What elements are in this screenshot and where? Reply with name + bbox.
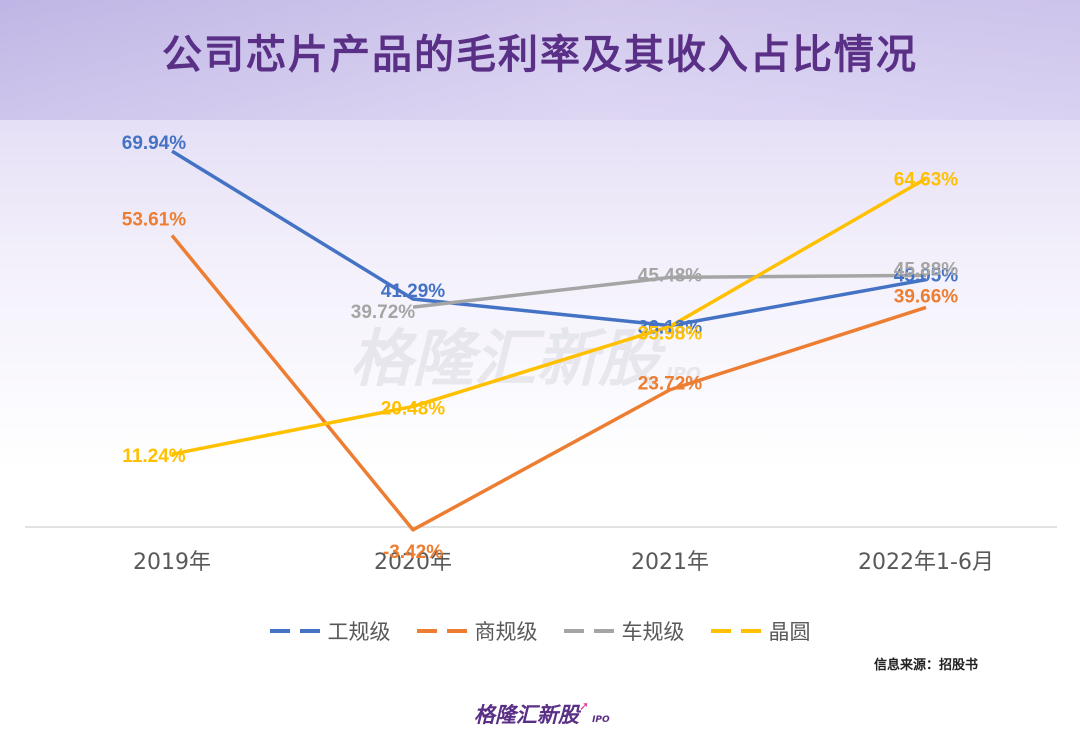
legend-swatch xyxy=(563,629,616,633)
data-label: 45.05% xyxy=(894,266,959,287)
x-tick-label: 2019年 xyxy=(133,550,211,575)
x-tick-label: 2020年 xyxy=(374,550,452,575)
legend-label: 车规级 xyxy=(621,620,685,644)
x-tick-label: 2022年1-6月 xyxy=(858,550,994,575)
data-label: 20.48% xyxy=(381,398,446,419)
legend-item: 工规级 xyxy=(269,616,391,646)
header-band xyxy=(0,0,1080,120)
legend-label: 商规级 xyxy=(474,620,538,644)
legend-item: 商规级 xyxy=(416,616,538,646)
legend-swatch xyxy=(416,629,469,633)
logo-ipo: IPO xyxy=(592,715,610,725)
logo-text: 格隆汇新股 xyxy=(474,703,579,727)
series-line-3 xyxy=(171,177,927,456)
chart-legend: 工规级 商规级 车规级 晶圆 xyxy=(0,616,1080,646)
logo-arrow-icon: ➚ xyxy=(579,699,590,713)
legend-item: 车规级 xyxy=(563,616,685,646)
chart-title: 公司芯片产品的毛利率及其收入占比情况 xyxy=(162,32,918,78)
series-line-1 xyxy=(170,234,927,532)
data-label: -3.42% xyxy=(383,542,443,563)
line-chart: 2019年 2020年 2021年 2022年1-6月 69.94% 41.29% 36.1… xyxy=(25,133,1057,575)
data-label: 53.61% xyxy=(122,209,187,230)
x-tick-label: 2021年 xyxy=(631,550,709,575)
legend-swatch xyxy=(269,629,322,633)
data-label: 39.72% xyxy=(351,302,416,323)
watermark-ipo: IPO xyxy=(666,364,702,385)
brand-logo: 格隆汇新股➚IPO xyxy=(474,699,610,729)
data-label: 39.66% xyxy=(894,286,959,307)
series-line-0 xyxy=(171,149,927,328)
source-note: 信息来源：招股书 xyxy=(873,658,978,673)
data-label: 45.88% xyxy=(894,259,959,280)
watermark: 格隆汇新股 IPO xyxy=(350,308,701,398)
legend-swatch xyxy=(710,629,763,633)
data-label: 11.24% xyxy=(122,446,185,467)
watermark-text: 格隆汇新股 xyxy=(350,322,661,395)
legend-item: 晶圆 xyxy=(710,616,811,646)
data-label: 35.98% xyxy=(638,323,703,344)
data-label: 23.72% xyxy=(638,374,703,395)
data-label: 69.94% xyxy=(122,133,187,154)
data-label: 45.48% xyxy=(638,265,703,286)
series-line-2 xyxy=(412,273,927,309)
legend-label: 晶圆 xyxy=(768,620,811,644)
data-label: 36.13% xyxy=(638,318,703,339)
data-label: 41.29% xyxy=(381,281,446,302)
data-label: 64.63% xyxy=(894,170,959,191)
legend-label: 工规级 xyxy=(327,620,391,644)
